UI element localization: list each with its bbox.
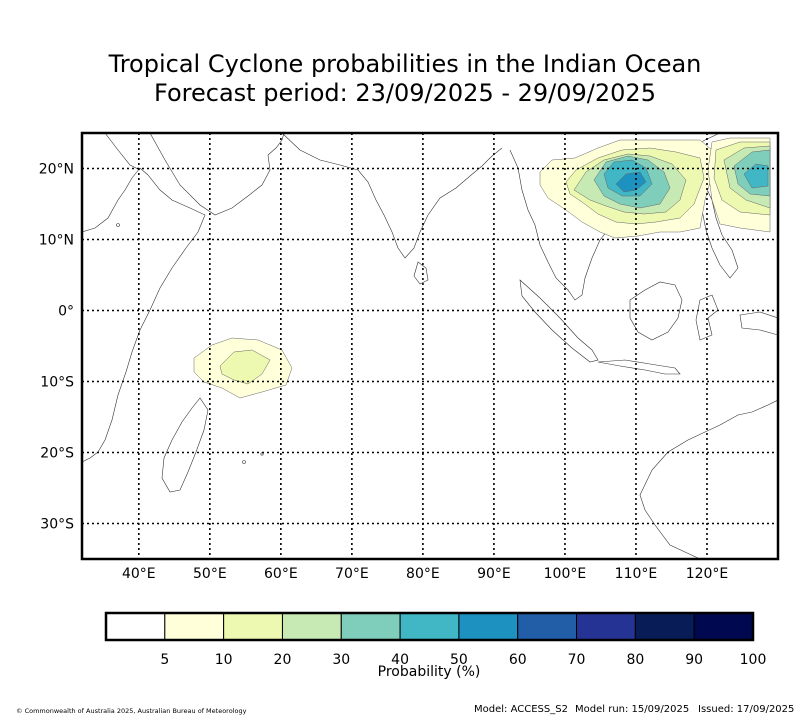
model-name: Model: ACCESS_S2 <box>474 704 568 715</box>
colorbar-tick-label: 90 <box>685 652 703 668</box>
latitude-tick-labels: 20°N 10°N 0° 10°S 20°S 30°S <box>39 162 74 533</box>
lat-tick-label: 10°S <box>40 375 74 391</box>
sri-lanka-coastline <box>413 261 429 285</box>
colorbar-swatch <box>634 612 695 641</box>
colorbar-tick-label: 10 <box>215 652 233 668</box>
chart-title-line-2: Forecast period: 23/09/2025 - 29/09/2025 <box>154 79 656 107</box>
lon-tick-label: 40°E <box>122 566 156 582</box>
colorbar-swatch <box>105 612 166 641</box>
colorbar-label: Probability (%) <box>377 664 481 680</box>
lat-tick-label: 30°S <box>40 517 74 533</box>
lon-tick-label: 110°E <box>615 566 658 582</box>
colorbar-swatch <box>281 612 342 641</box>
lat-tick-label: 10°N <box>39 233 74 249</box>
lon-tick-label: 50°E <box>193 566 227 582</box>
colorbar-tick-labels: 5 10 20 30 40 50 60 70 80 90 100 <box>160 652 766 668</box>
colorbar-tick-label: 60 <box>509 652 527 668</box>
madagascar-coastline <box>161 397 209 493</box>
australia-coastline <box>639 399 778 559</box>
lon-tick-label: 70°E <box>335 566 369 582</box>
model-run-date: Model run: 15/09/2025 <box>575 704 690 715</box>
borneo-coastline <box>629 281 683 341</box>
sumatra-coastline <box>519 279 599 363</box>
lon-tick-label: 90°E <box>477 566 511 582</box>
colorbar-swatch <box>223 612 283 641</box>
lon-tick-label: 80°E <box>406 566 440 582</box>
longitude-tick-labels: 40°E 50°E 60°E 70°E 80°E 90°E 100°E 110°E 120°E <box>122 566 728 582</box>
philippines-coastline <box>701 183 739 279</box>
colorbar-tick-label: 50 <box>450 652 468 668</box>
colorbar-tick-label: 30 <box>332 652 350 668</box>
lat-tick-label: 0° <box>58 304 74 320</box>
colorbar-tick-label: 70 <box>568 652 586 668</box>
arabia-coastline <box>104 133 285 216</box>
colorbar-tick-label: 40 <box>391 652 409 668</box>
sulawesi-coastline <box>695 294 778 341</box>
lon-tick-label: 60°E <box>264 566 298 582</box>
lon-tick-label: 120°E <box>686 566 729 582</box>
contour-siocean-10 <box>219 349 271 385</box>
chart-title-line-1: Tropical Cyclone probabilities in the In… <box>108 50 702 78</box>
india-coastline <box>281 133 503 259</box>
colorbar-swatch <box>693 612 754 641</box>
colorbar <box>104 611 755 642</box>
copyright-notice: © Commonwealth of Australia 2025, Austra… <box>16 707 247 715</box>
colorbar-tick-label: 80 <box>626 652 644 668</box>
coastlines <box>82 133 778 559</box>
colorbar-tick-label: 20 <box>274 652 292 668</box>
colorbar-tick-label: 100 <box>740 652 767 668</box>
map-grid <box>82 133 778 559</box>
lat-tick-label: 20°S <box>40 446 74 462</box>
colorbar-swatch <box>164 612 225 641</box>
colorbar-swatch <box>517 612 578 641</box>
map-frame <box>80 131 780 561</box>
java-coastline <box>597 359 681 375</box>
colorbar-swatch <box>340 612 401 641</box>
lat-tick-label: 20°N <box>39 162 74 178</box>
colorbar-swatch <box>399 612 460 641</box>
colorbar-frame <box>104 611 755 642</box>
colorbar-swatch <box>576 612 636 641</box>
issued-date: Issued: 17/09/2025 <box>698 704 795 715</box>
lon-tick-label: 100°E <box>544 566 587 582</box>
contour-phil-40 <box>743 163 769 189</box>
colorbar-tick-label: 5 <box>160 652 169 668</box>
colorbar-swatch <box>458 612 519 641</box>
contour-scs-50 <box>615 171 647 193</box>
